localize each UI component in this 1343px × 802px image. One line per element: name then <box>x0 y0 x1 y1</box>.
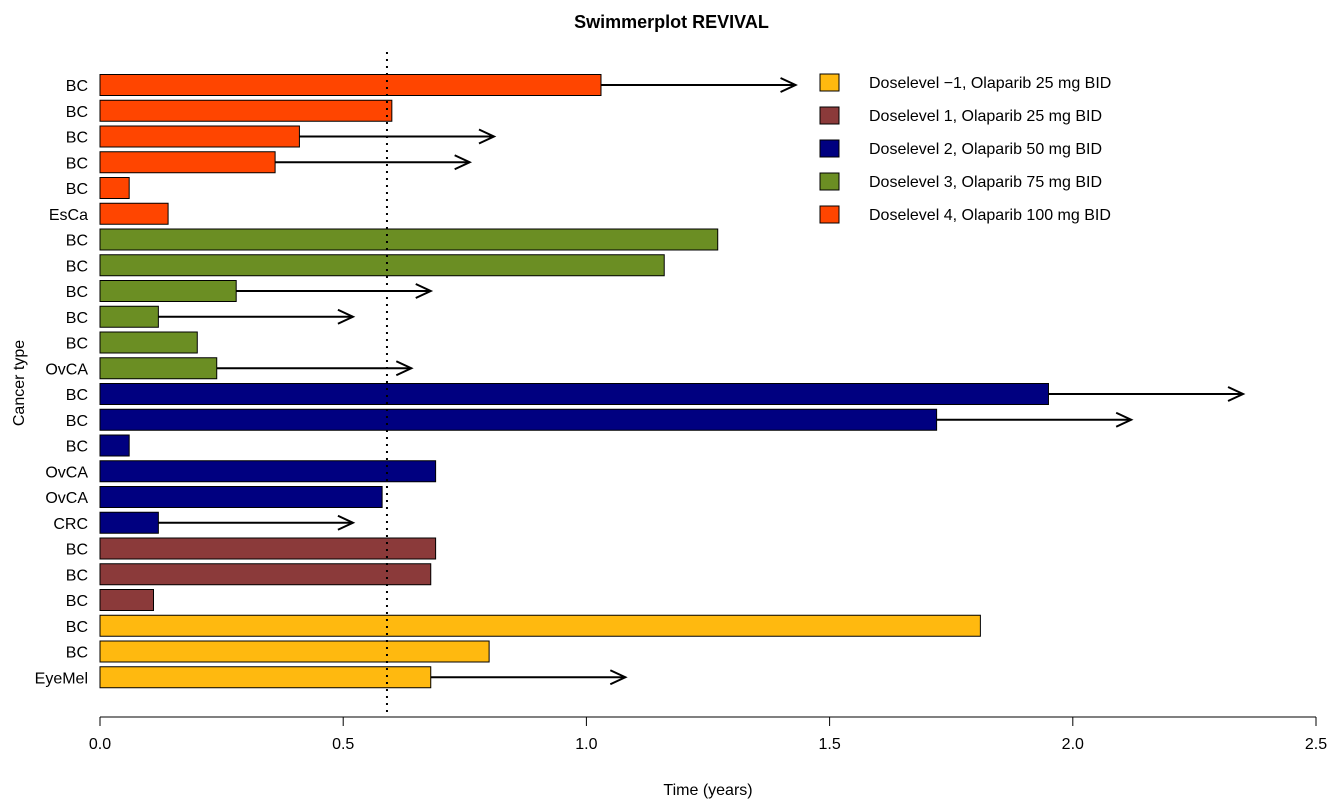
legend-swatch <box>819 106 840 125</box>
bars-layer <box>99 74 1246 689</box>
bar <box>99 460 437 483</box>
bar <box>99 563 432 586</box>
ongoing-arrow-head <box>395 360 414 377</box>
legend-label: Doselevel 1, Olaparib 25 mg BID <box>869 108 1102 125</box>
bar <box>99 408 938 431</box>
bar <box>99 666 432 689</box>
ongoing-arrow-head <box>454 154 473 171</box>
bar <box>99 331 198 354</box>
ongoing-arrow-head <box>780 77 798 93</box>
ongoing-arrow-head <box>337 308 356 325</box>
legend-swatch <box>819 172 840 191</box>
bar <box>99 486 383 508</box>
ongoing-arrow-head <box>337 514 356 531</box>
legend-label: Doselevel −1, Olaparib 25 mg BID <box>869 75 1111 92</box>
bar <box>99 74 602 96</box>
bar <box>99 589 155 611</box>
ongoing-arrow-head <box>478 128 497 145</box>
bar <box>99 202 169 225</box>
x-axis-label: Time (years) <box>663 782 752 799</box>
x-tick-label: 0.0 <box>89 736 111 753</box>
ongoing-arrow-head <box>1115 411 1134 428</box>
bar <box>99 614 981 637</box>
bar <box>99 640 490 663</box>
bar <box>99 177 130 199</box>
bar <box>99 254 665 277</box>
x-tick-label: 2.0 <box>1062 736 1084 753</box>
y-axis-label: Cancer type <box>11 340 28 426</box>
category-label: BC <box>66 387 88 404</box>
category-label: BC <box>66 78 88 95</box>
category-label: BC <box>66 619 88 636</box>
legend-label: Doselevel 3, Olaparib 75 mg BID <box>869 174 1102 191</box>
bar <box>99 537 437 560</box>
x-tick-label: 2.5 <box>1305 736 1327 753</box>
bar <box>99 357 218 380</box>
category-label: EsCa <box>49 207 88 224</box>
x-tick-label: 1.5 <box>818 736 840 753</box>
bar <box>99 228 719 251</box>
bar <box>99 280 237 302</box>
legend: Doselevel −1, Olaparib 25 mg BID Doseleve… <box>819 73 1111 224</box>
bar <box>99 125 300 148</box>
category-label: BC <box>66 336 88 353</box>
chart-title: Swimmerplot REVIVAL <box>574 12 769 32</box>
category-label: BC <box>66 567 88 584</box>
bar <box>99 151 276 174</box>
category-label: CRC <box>53 516 88 533</box>
x-tick-label: 1.0 <box>575 736 597 753</box>
bar <box>99 99 393 122</box>
bar <box>99 434 130 457</box>
legend-swatch <box>819 139 840 158</box>
legend-swatch <box>819 73 840 92</box>
legend-swatch <box>819 205 840 224</box>
category-label: BC <box>66 439 88 456</box>
legend-label: Doselevel 4, Olaparib 100 mg BID <box>869 207 1111 224</box>
category-label: BC <box>66 645 88 662</box>
category-label: BC <box>66 258 88 275</box>
category-label: BC <box>66 413 88 430</box>
ongoing-arrow-head <box>609 669 628 686</box>
legend-label: Doselevel 2, Olaparib 50 mg BID <box>869 141 1102 158</box>
category-label: BC <box>66 233 88 250</box>
category-label: EyeMel <box>35 670 88 687</box>
category-label: OvCA <box>45 361 88 378</box>
category-label: BC <box>66 155 88 172</box>
category-label: BC <box>66 542 88 559</box>
x-axis: 0.0 0.5 1.0 1.5 2.0 2.5 <box>89 716 1327 753</box>
category-label: BC <box>66 310 88 327</box>
category-label: BC <box>66 181 88 198</box>
category-label: OvCA <box>45 490 88 507</box>
category-label: BC <box>66 104 88 121</box>
category-label: BC <box>66 593 88 610</box>
category-label: BC <box>66 130 88 147</box>
bar <box>99 305 159 328</box>
ongoing-arrow-head <box>1227 386 1246 402</box>
category-label: OvCA <box>45 464 88 481</box>
x-tick-label: 0.5 <box>332 736 354 753</box>
bar <box>99 511 159 534</box>
bar <box>99 383 1049 405</box>
ongoing-arrow-head <box>415 283 434 299</box>
category-label: BC <box>66 284 88 301</box>
category-labels: BC BC BC BC BC EsCa BC BC BC BC BC OvCA BC BC BC OvCA Ov… <box>35 78 89 687</box>
